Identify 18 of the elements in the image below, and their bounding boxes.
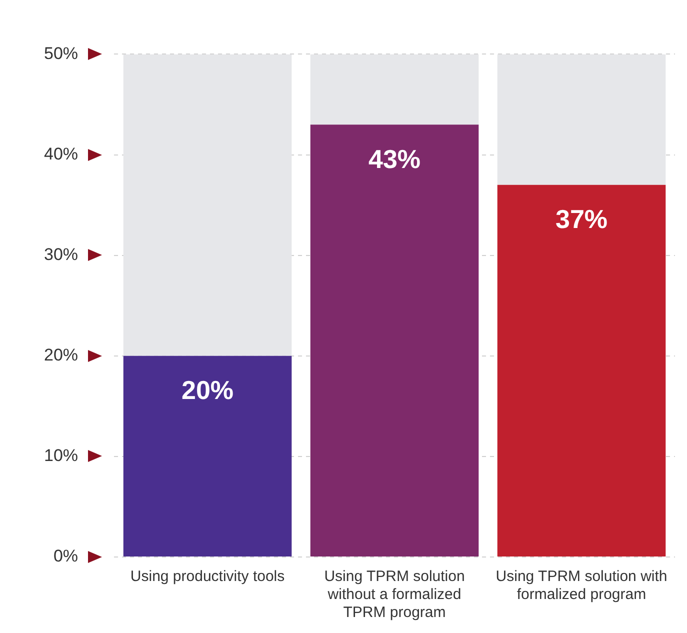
data-label: 43%	[368, 144, 421, 174]
y-tick-label: 0%	[53, 546, 78, 566]
y-tick-label: 10%	[44, 446, 78, 466]
x-tick-label: Using productivity tools	[130, 568, 285, 586]
x-tick-label: Using TPRM solution without a formalized TPRM program	[324, 568, 465, 622]
bar	[497, 184, 666, 556]
data-label: 20%	[181, 375, 234, 406]
y-tick-label: 30%	[44, 245, 78, 264]
bar	[123, 54, 292, 356]
bar	[310, 54, 479, 125]
y-tick-label: 40%	[44, 144, 78, 164]
data-label: 37%	[555, 204, 608, 234]
bar	[123, 356, 292, 556]
bar	[497, 54, 666, 185]
x-tick-label: Using TPRM solution with formalized program	[496, 568, 668, 604]
bar	[310, 124, 479, 556]
y-tick-label: 20%	[44, 346, 78, 365]
y-tick-label: 50%	[44, 44, 78, 63]
